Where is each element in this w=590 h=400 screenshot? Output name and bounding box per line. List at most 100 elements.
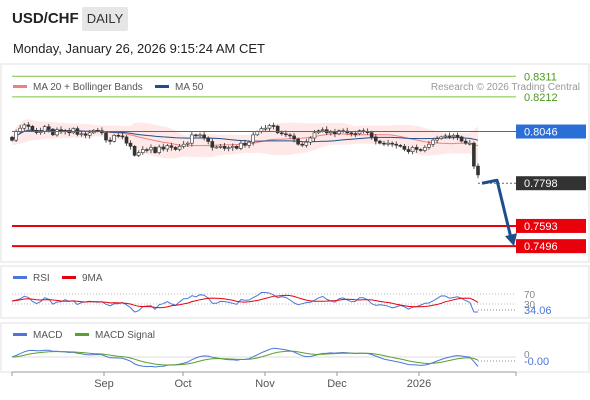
candle-down <box>222 146 227 149</box>
candle-down <box>459 136 464 142</box>
candle-up <box>79 133 84 136</box>
support-tag <box>516 218 586 233</box>
candle-up <box>423 147 427 151</box>
candle-down <box>378 140 382 144</box>
candle <box>112 134 116 143</box>
rsi-last-value: 34.06 <box>524 305 552 317</box>
candle-up <box>42 126 47 132</box>
candle <box>169 142 174 151</box>
candle-down <box>173 147 178 150</box>
x-tick-label: Dec <box>327 378 347 390</box>
candle <box>451 133 456 140</box>
candle-up <box>443 135 448 138</box>
signal-legend-label: MACD Signal <box>95 330 155 341</box>
signal-legend-swatch <box>75 333 89 336</box>
candle <box>22 123 27 132</box>
candle-down <box>414 147 419 150</box>
candle <box>210 138 215 151</box>
candle-up <box>198 134 202 137</box>
candle-down <box>271 125 276 127</box>
candle <box>239 140 243 151</box>
candle <box>104 131 108 143</box>
price-series <box>10 119 480 179</box>
candle <box>30 125 35 132</box>
candle <box>292 133 296 143</box>
candle <box>136 150 141 158</box>
candle-down <box>284 133 288 136</box>
candle-up <box>186 142 190 145</box>
rsi-level-label: 70 <box>524 290 536 301</box>
candle-up <box>247 141 251 146</box>
timeframe-button[interactable]: DAILY <box>82 7 128 31</box>
candle-up <box>55 129 59 136</box>
candle-down <box>30 126 35 131</box>
macd-legend: MACD MACD Signal <box>13 330 155 341</box>
chart-header: USD/CHF DAILY <box>0 0 590 36</box>
candle-up <box>181 143 186 147</box>
candle <box>177 144 182 152</box>
macd-signal-line <box>11 350 479 366</box>
candle-up <box>226 147 231 149</box>
candle-down <box>288 134 292 137</box>
candle <box>83 132 88 139</box>
candle <box>186 141 190 148</box>
candle-down <box>169 145 174 148</box>
pivot-label: 0.8046 <box>524 127 558 139</box>
candle-down <box>300 143 305 146</box>
candle-up <box>239 142 243 149</box>
candle-up <box>141 149 145 153</box>
candle-down <box>116 135 121 137</box>
candle <box>214 145 219 149</box>
candle <box>427 140 431 150</box>
candle-down <box>120 135 125 138</box>
candle-up <box>312 132 317 139</box>
candle <box>476 163 480 179</box>
x-tick-label: Sep <box>94 378 114 390</box>
rsi-panel-frame <box>0 265 590 319</box>
candle <box>267 123 272 132</box>
candle-up <box>435 138 439 141</box>
candle <box>463 138 468 145</box>
candle-down <box>145 149 149 151</box>
ma20-legend-label: MA 20 + Bollinger Bands <box>33 82 143 93</box>
symbol-title: USD/CHF <box>12 10 79 27</box>
candle <box>414 144 419 153</box>
candle <box>141 146 145 155</box>
candle <box>435 135 439 144</box>
level-pivot: 0.8046 <box>12 124 586 139</box>
candle <box>443 133 448 139</box>
candle <box>226 145 231 152</box>
candle-down <box>10 136 14 141</box>
price-levels: 0.8311 0.8212 0.8046 0.7798 0.7593 0.7496 <box>12 71 586 254</box>
level-last: 0.7798 <box>478 176 586 191</box>
candle-down <box>373 136 378 142</box>
candle-up <box>71 128 76 134</box>
candle <box>202 131 206 141</box>
candle-down <box>398 145 403 147</box>
candle-up <box>255 131 260 136</box>
candle <box>124 135 129 147</box>
candle-down <box>292 135 296 140</box>
price-panel-frame <box>0 63 590 263</box>
candle <box>218 144 223 149</box>
candle <box>230 143 235 151</box>
candle <box>173 146 178 151</box>
candle-up <box>439 136 444 139</box>
candle-up <box>427 143 431 148</box>
candle-down <box>202 134 206 139</box>
x-axis: Sep Oct Nov Dec 2026 <box>11 371 517 390</box>
candle-up <box>190 134 194 144</box>
candle-up <box>87 132 92 136</box>
candle <box>373 134 378 145</box>
rsi-legend: RSI 9MA <box>13 273 103 284</box>
candle-down <box>463 140 468 144</box>
candle <box>390 141 395 148</box>
candle <box>181 140 186 149</box>
macd-series: 0-0.00 <box>11 347 549 368</box>
candle <box>243 139 247 148</box>
rsi-ma-legend-swatch <box>62 276 76 279</box>
candle-up <box>467 142 472 145</box>
support-label: 0.7593 <box>524 221 558 233</box>
candle-down <box>235 146 239 149</box>
